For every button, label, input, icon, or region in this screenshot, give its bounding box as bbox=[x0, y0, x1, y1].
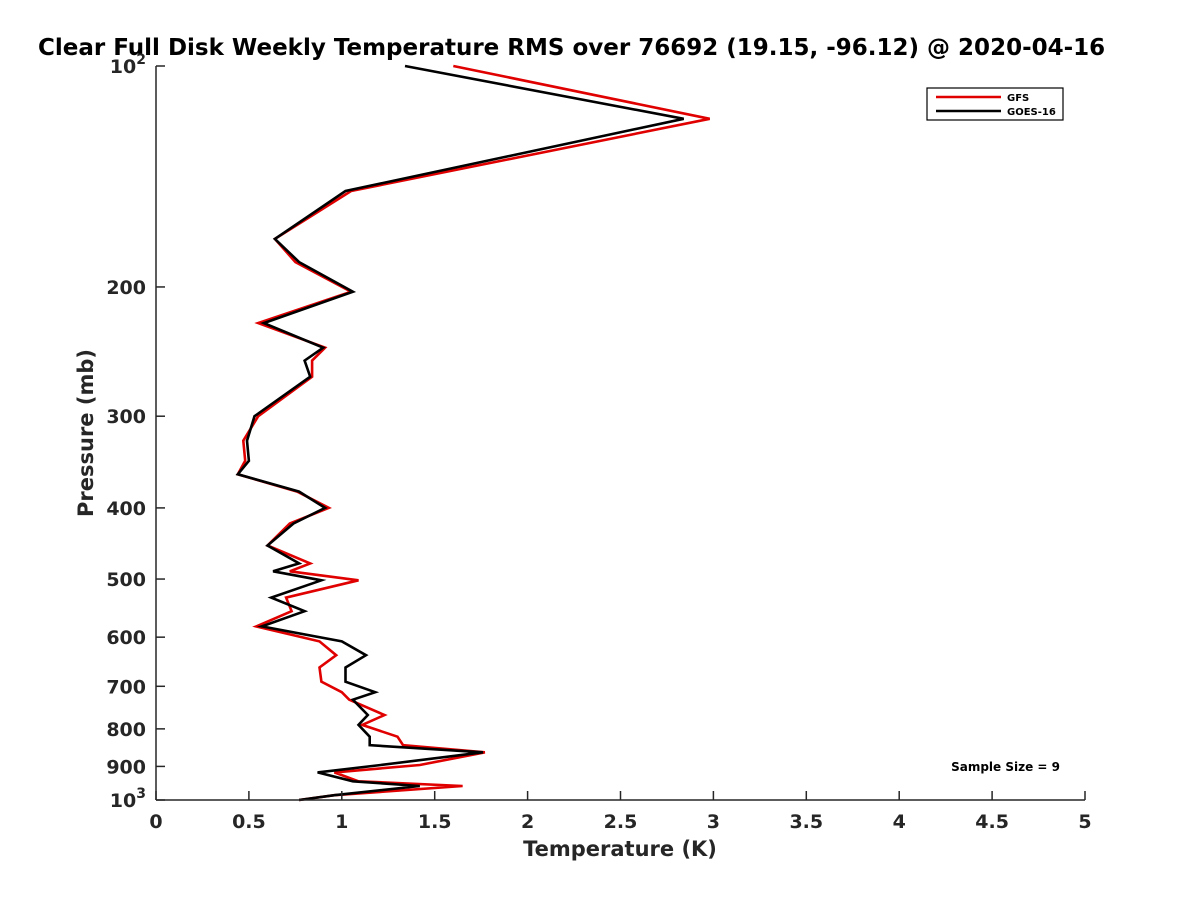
x-tick-label: 3.5 bbox=[789, 811, 823, 833]
x-tick-label: 2.5 bbox=[604, 811, 638, 833]
y-tick-label: 300 bbox=[106, 406, 146, 428]
legend-box bbox=[926, 87, 1064, 121]
x-axis-label: Temperature (K) bbox=[523, 837, 717, 861]
y-tick-label: 800 bbox=[106, 719, 146, 741]
legend-label: GOES-16 bbox=[1007, 107, 1056, 118]
x-tick-label: 5 bbox=[1078, 811, 1091, 833]
y-tick-label: 103 bbox=[110, 786, 146, 812]
x-tick-label: 4 bbox=[893, 811, 906, 833]
y-tick-label: 102 bbox=[110, 52, 146, 78]
x-tick-label: 2 bbox=[521, 811, 534, 833]
sample-size-annotation: Sample Size = 9 bbox=[951, 760, 1060, 774]
y-tick-label: 400 bbox=[106, 498, 146, 520]
x-tick-label: 0 bbox=[149, 811, 162, 833]
chart-title: Clear Full Disk Weekly Temperature RMS o… bbox=[38, 35, 1105, 61]
legend-label: GFS bbox=[1007, 93, 1029, 104]
x-tick-label: 3 bbox=[707, 811, 720, 833]
x-tick-label: 1 bbox=[335, 811, 348, 833]
y-tick-label: 900 bbox=[106, 756, 146, 778]
series-line-goes-16 bbox=[235, 64, 684, 802]
x-axis-ticks: 0 0.5 1 1.5 2 2.5 3 3.5 4 4.5 5 bbox=[149, 791, 1092, 833]
x-tick-label: 0.5 bbox=[232, 811, 266, 833]
y-axis-ticks: 102 200 300 400 500 600 700 800 900 103 bbox=[106, 52, 165, 812]
legend-entries: GFS GOES-16 bbox=[936, 93, 1056, 118]
y-axis-label: Pressure (mb) bbox=[74, 349, 98, 517]
y-tick-label: 500 bbox=[106, 569, 146, 591]
y-tick-label: 700 bbox=[106, 676, 146, 698]
y-tick-label: 200 bbox=[106, 277, 146, 299]
series-layer bbox=[235, 64, 710, 802]
y-tick-label: 600 bbox=[106, 627, 146, 649]
legend: GFS GOES-16 bbox=[926, 87, 1064, 121]
plot-area: 0 0.5 1 1.5 2 2.5 3 3.5 4 4.5 5 102 200 300 400 500 600… bbox=[106, 52, 1091, 833]
x-tick-label: 4.5 bbox=[975, 811, 1009, 833]
x-tick-label: 1.5 bbox=[418, 811, 452, 833]
